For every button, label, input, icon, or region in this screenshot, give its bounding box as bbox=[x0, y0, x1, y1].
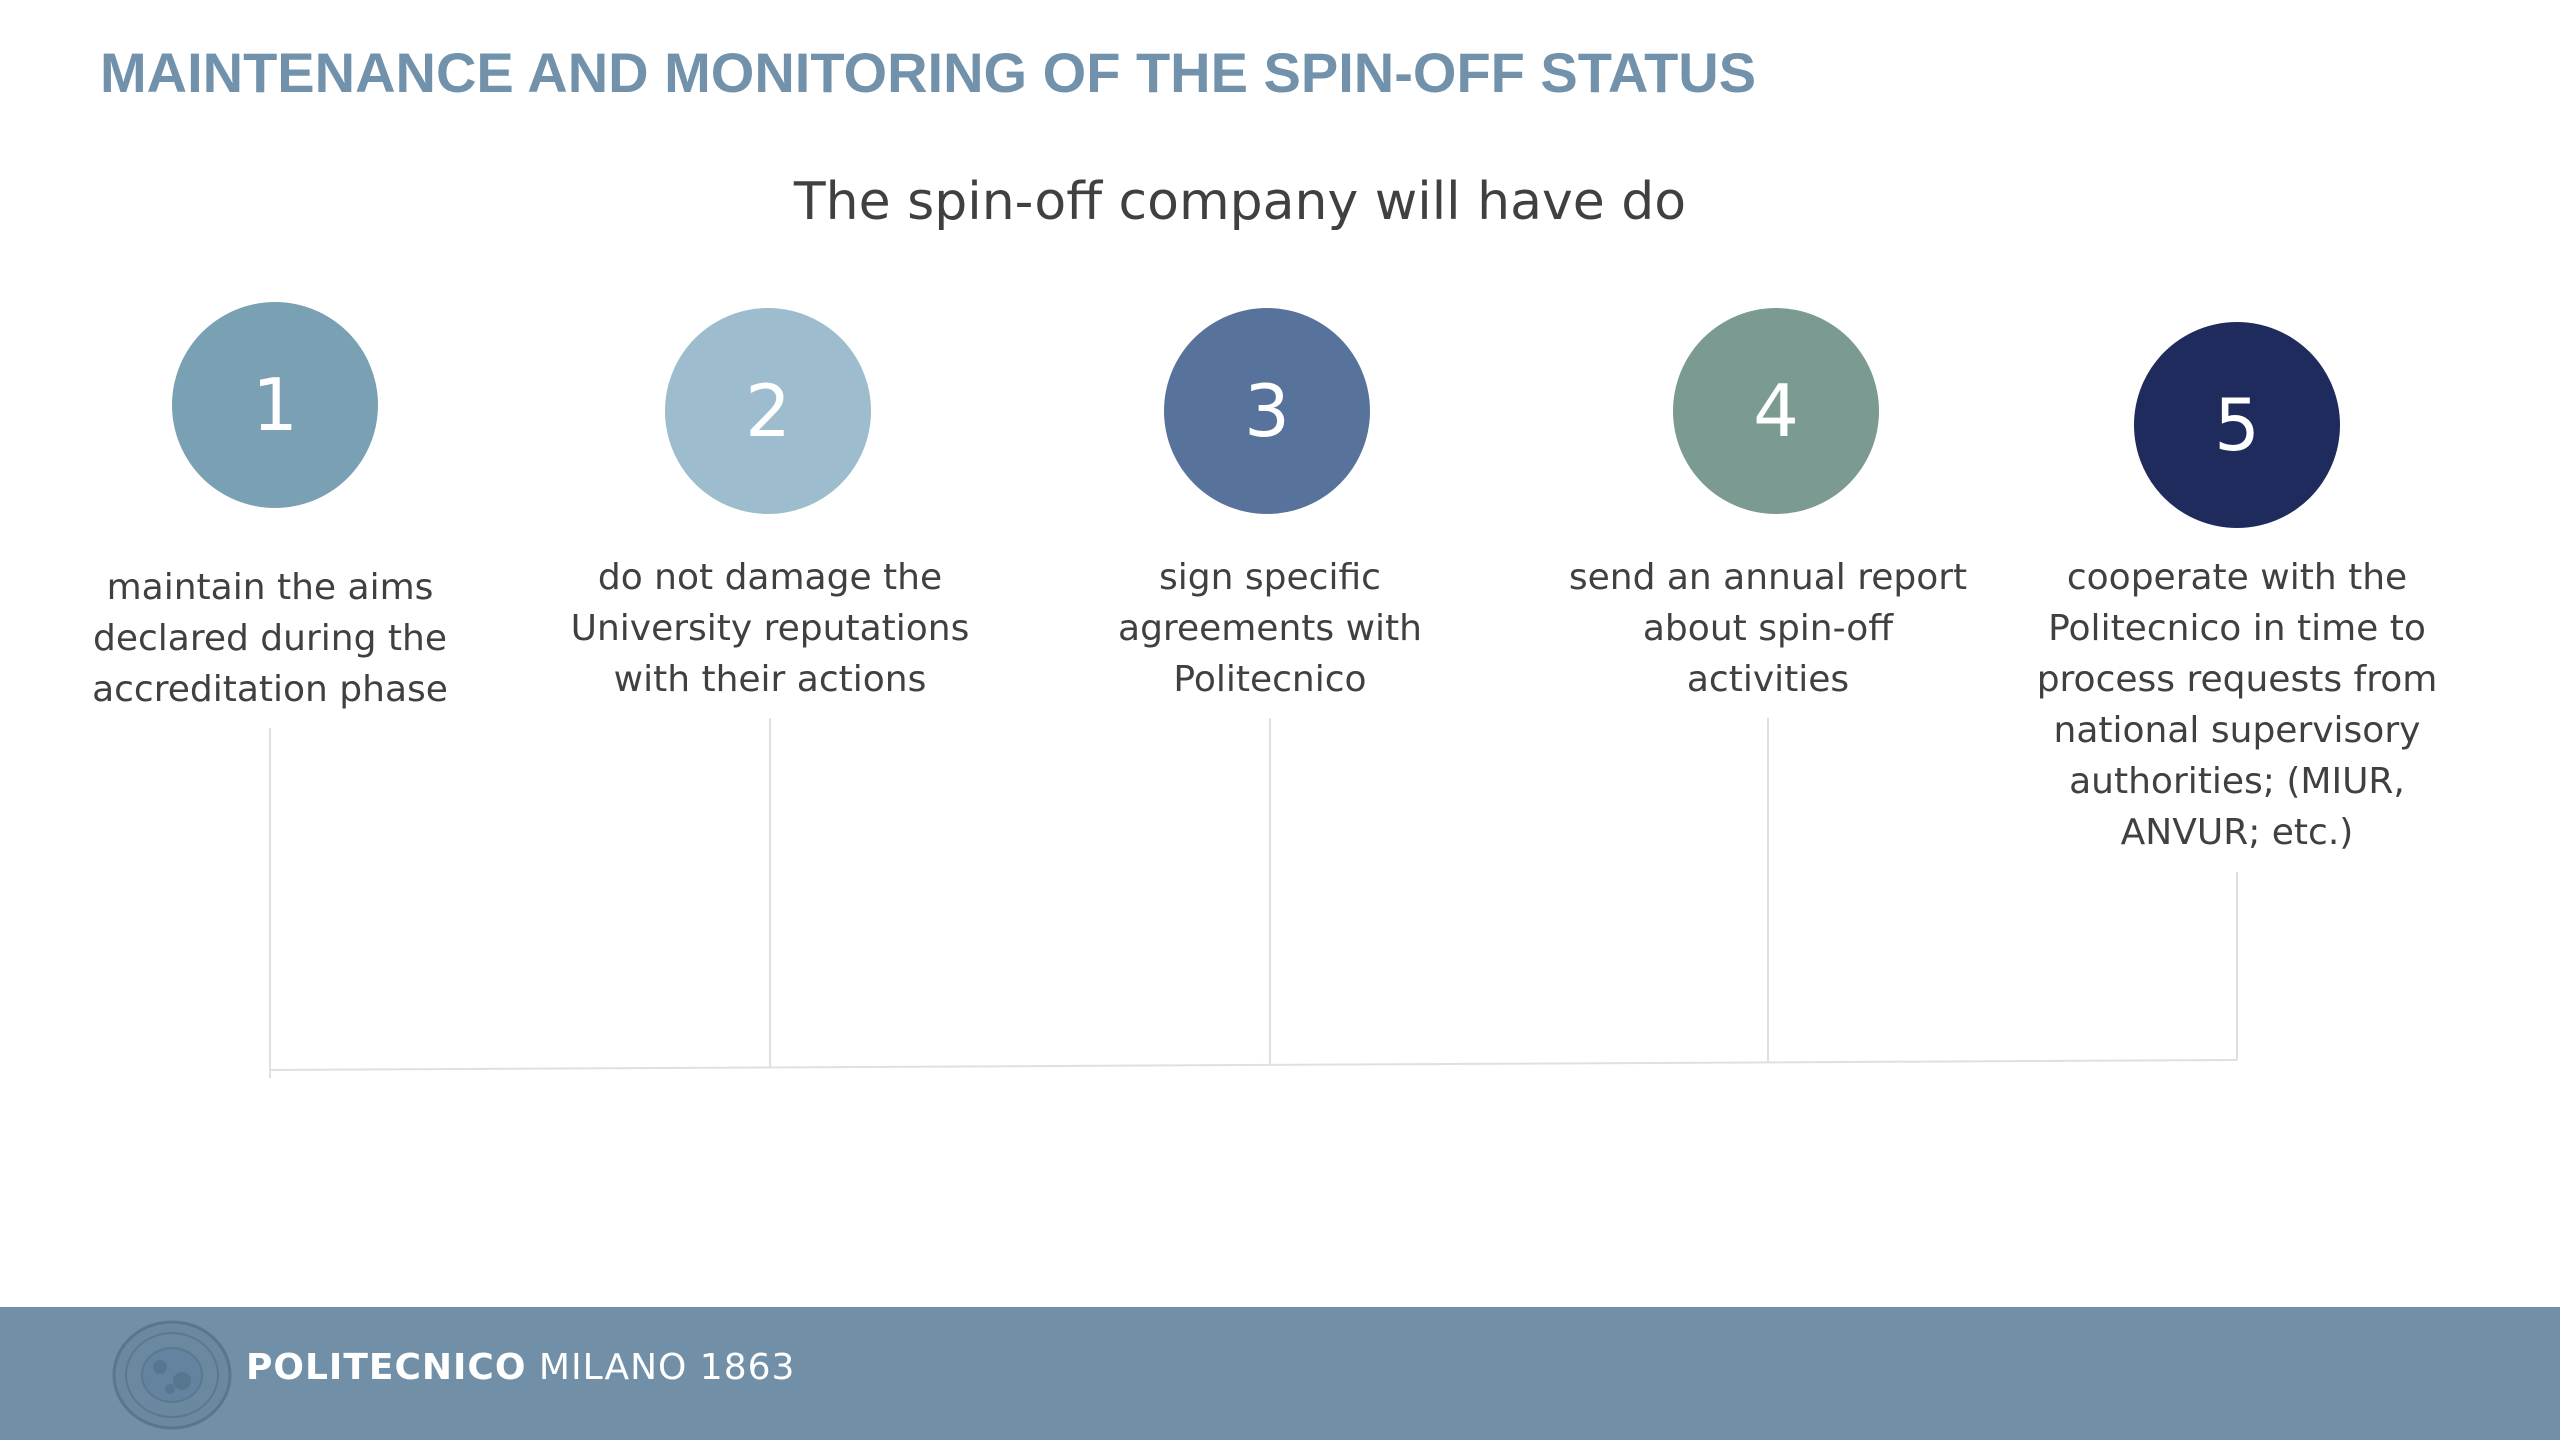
step-3-line-2: agreements with bbox=[1118, 608, 1422, 649]
step-4-line-1: send an annual report bbox=[1568, 557, 1968, 598]
slide-subtitle: The spin-off company will have do bbox=[793, 172, 1687, 232]
step-1-line-3: accreditation phase bbox=[92, 669, 448, 710]
step-3-line-1: sign specific bbox=[1159, 557, 1381, 598]
brand-name: POLITECNICO bbox=[246, 1347, 527, 1388]
step-5-line-2: Politecnico in time to bbox=[2048, 608, 2426, 649]
step-4-line-2: about spin-off bbox=[1642, 608, 1894, 649]
step-5-line-3: process requests from bbox=[2036, 659, 2438, 700]
step-5-line-4: national supervisory bbox=[2053, 710, 2421, 751]
step-1-text: maintain the aims declared during the ac… bbox=[60, 562, 480, 715]
step-1-line-2: declared during the bbox=[93, 618, 447, 659]
step-5-line-1: cooperate with the bbox=[2066, 557, 2408, 598]
step-3-line-3: Politecnico bbox=[1173, 659, 1367, 700]
step-3-text: sign specific agreements with Politecnic… bbox=[1060, 552, 1480, 705]
step-2-text: do not damage the University reputations… bbox=[560, 552, 980, 705]
step-2-line-3: with their actions bbox=[613, 659, 927, 700]
step-2-line-1: do not damage the bbox=[597, 557, 943, 598]
step-5-line-6: ANVUR; etc.) bbox=[2120, 812, 2354, 853]
connector-baseline bbox=[269, 1059, 2238, 1071]
university-seal-icon bbox=[112, 1320, 232, 1430]
step-5-line-5: authorities; (MIUR, bbox=[2069, 761, 2405, 802]
brand-city-year: MILANO 1863 bbox=[538, 1347, 796, 1388]
step-5-number: 5 bbox=[2134, 322, 2340, 528]
step-5-text: cooperate with the Politecnico in time t… bbox=[2027, 552, 2447, 858]
footer-bar: POLITECNICO MILANO 1863 bbox=[0, 1307, 2560, 1440]
step-4-number: 4 bbox=[1673, 308, 1879, 514]
step-3-number: 3 bbox=[1164, 308, 1370, 514]
step-4-text: send an annual report about spin-off act… bbox=[1558, 552, 1978, 705]
brand-wordmark: POLITECNICO MILANO 1863 bbox=[246, 1347, 795, 1388]
slide-title: MAINTENANCE AND MONITORING OF THE SPIN-O… bbox=[100, 41, 1757, 104]
step-2-line-2: University reputations bbox=[570, 608, 970, 649]
step-2-number: 2 bbox=[665, 308, 871, 514]
step-1-line-1: maintain the aims bbox=[106, 567, 434, 608]
step-4-line-3: activities bbox=[1686, 659, 1850, 700]
step-1-number: 1 bbox=[172, 302, 378, 508]
